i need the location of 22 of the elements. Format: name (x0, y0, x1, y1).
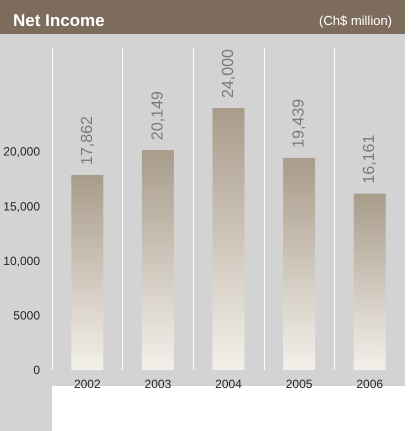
x-tick-label: 2002 (74, 377, 101, 391)
chart-subtitle: (Ch$ million) (319, 13, 392, 28)
bar (212, 108, 244, 370)
x-tick-label: 2003 (144, 377, 172, 391)
data-label: 16,161 (361, 134, 378, 184)
x-tick-label: 2005 (286, 377, 313, 391)
y-tick-label: 15,000 (3, 199, 40, 214)
x-tick-label: 2004 (215, 377, 242, 391)
y-tick-label: 0 (33, 363, 40, 377)
data-label: 20,149 (149, 91, 166, 140)
bar (354, 194, 386, 370)
data-label: 24,000 (220, 48, 237, 98)
bar (142, 150, 174, 370)
y-tick-label: 5000 (13, 308, 40, 322)
bar (71, 175, 104, 370)
data-label: 19,439 (290, 98, 308, 148)
data-label: 17,862 (78, 116, 96, 166)
y-tick-label: 20,000 (3, 144, 40, 159)
chart-title: Net Income (13, 11, 105, 30)
y-tick-label: 10,000 (3, 254, 40, 268)
bar (283, 158, 316, 370)
x-tick-label: 2006 (356, 377, 384, 391)
